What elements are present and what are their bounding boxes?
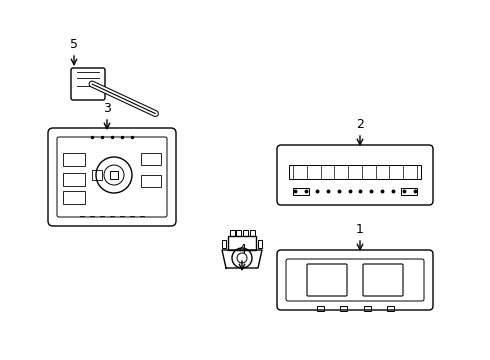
Bar bbox=[141, 175, 161, 187]
Text: 5: 5 bbox=[70, 38, 78, 51]
Text: 2: 2 bbox=[356, 118, 364, 131]
Bar bbox=[63, 153, 85, 166]
Text: 1: 1 bbox=[356, 223, 364, 236]
Bar bbox=[63, 173, 85, 186]
Bar bbox=[401, 188, 417, 194]
Bar bbox=[387, 306, 393, 311]
Bar bbox=[110, 171, 118, 179]
Bar bbox=[258, 240, 262, 248]
Bar bbox=[289, 165, 421, 179]
Bar bbox=[317, 306, 323, 311]
Bar bbox=[293, 188, 309, 194]
Bar bbox=[243, 230, 248, 236]
Bar bbox=[364, 306, 370, 311]
Bar bbox=[222, 240, 226, 248]
Bar bbox=[141, 153, 161, 165]
Bar bbox=[92, 170, 102, 180]
Bar bbox=[236, 230, 241, 236]
Bar bbox=[228, 236, 256, 250]
Bar bbox=[229, 230, 235, 236]
Bar bbox=[63, 191, 85, 204]
Bar bbox=[249, 230, 254, 236]
Bar bbox=[340, 306, 346, 311]
Text: 4: 4 bbox=[238, 243, 246, 256]
Text: 3: 3 bbox=[103, 102, 111, 115]
